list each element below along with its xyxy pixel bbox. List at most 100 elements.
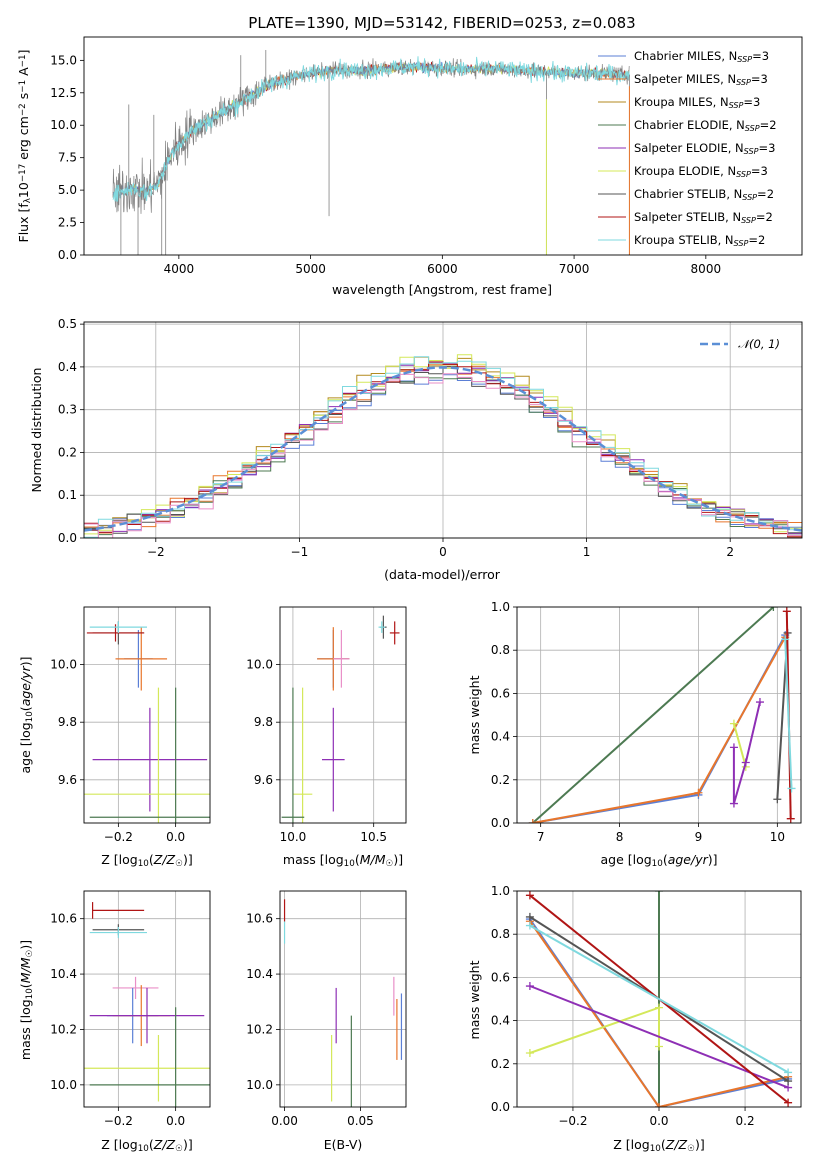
y-tick-label: 0.1	[58, 488, 77, 502]
chart-mass_vs_EBV: 0.00 0.05 10.0 10.2 10.4 10.6 E(B-V)	[246, 890, 407, 1152]
series-marker	[773, 795, 782, 804]
y-tick-label: 0.2	[491, 773, 510, 787]
x-tick-label: −0.2	[558, 1114, 587, 1128]
x-axis-label: Z [log10(Z/Z☉)]	[613, 1137, 704, 1154]
y-tick-label: 0.6	[491, 970, 510, 984]
y-tick-label: 0.2	[491, 1057, 510, 1071]
y-axis-label: mass weight	[467, 960, 482, 1039]
series-marker	[729, 743, 738, 752]
series-line	[529, 920, 789, 1107]
x-tick-label: −2	[147, 545, 165, 559]
chart-age_vs_Z: −0.2 0.0 9.6 9.8 10.0 Z [log10(Z/Z☉)] age [log…	[18, 606, 211, 869]
plot-area	[84, 902, 210, 1107]
plot-area	[525, 891, 793, 1107]
chart-age_vs_mass: 10.0 10.5 9.6 9.8 10.0 mass [log10(M/M☉)]	[246, 606, 407, 869]
x-tick-label: 5000	[295, 262, 326, 276]
histogram-step	[84, 366, 802, 534]
y-axis-label: Flux [fλ10−17 erg cm−2 s−1 A−1]	[16, 50, 33, 243]
x-tick-label: −1	[291, 545, 309, 559]
axes-frame	[83, 36, 803, 256]
series-marker	[786, 814, 795, 823]
axes-frame	[279, 890, 407, 1108]
legend-entry: Kroupa ELODIE, NSSP=3	[634, 164, 768, 179]
y-tick-label: 0.5	[58, 317, 77, 331]
series-line	[732, 701, 761, 804]
series-marker	[528, 819, 537, 823]
axes-frame	[83, 321, 803, 539]
y-tick-label: 9.6	[254, 773, 273, 787]
series-marker	[525, 912, 534, 921]
series-marker	[655, 891, 663, 895]
x-tick-label: 8000	[691, 262, 722, 276]
series-marker	[782, 607, 791, 616]
x-tick-label: 0.2	[736, 1114, 755, 1128]
plot-area	[112, 49, 630, 255]
y-tick-label: 10.6	[246, 912, 273, 926]
series-line	[532, 607, 775, 823]
x-tick-label: 7000	[559, 262, 590, 276]
legend-entry: Chabrier MILES, NSSP=3	[634, 49, 769, 64]
y-tick-label: 1.0	[491, 600, 510, 614]
series-marker	[694, 788, 703, 797]
chart-spectrum: 4000 5000 6000 7000 8000 0.0 2.5 5.0 7.5 10.0 12.5…	[16, 14, 803, 297]
series-line	[532, 636, 787, 823]
legend-entry: 𝒩(0, 1)	[738, 337, 780, 351]
series-marker	[655, 1103, 663, 1107]
y-tick-label: 10.0	[50, 1078, 77, 1092]
x-tick-label: 6000	[427, 262, 458, 276]
y-tick-label: 0.4	[491, 730, 510, 744]
x-tick-label: 4000	[164, 262, 195, 276]
x-tick-label: 0.0	[166, 1114, 185, 1128]
series-line	[784, 639, 793, 789]
series-marker	[525, 1049, 534, 1057]
series-marker	[525, 891, 534, 900]
chart-residuals: −2 −1 0 1 2 0.0 0.1 0.2 0.3 0.4 0.5 𝒩(0, 1) (data-mo…	[29, 317, 803, 582]
series-line	[529, 985, 789, 1089]
x-tick-label: −0.2	[104, 1114, 133, 1128]
y-tick-label: 2.5	[58, 216, 77, 230]
y-tick-label: 10.0	[50, 118, 77, 132]
plot-area	[84, 354, 802, 538]
y-tick-label: 12.5	[50, 86, 77, 100]
y-tick-label: 10.0	[246, 658, 273, 672]
x-tick-label: 10.0	[280, 830, 307, 844]
y-tick-label: 10.2	[246, 1022, 273, 1036]
axes-frame	[83, 606, 211, 824]
y-tick-label: 0.6	[491, 686, 510, 700]
x-axis-label: Z [log10(Z/Z☉)]	[101, 852, 192, 869]
y-tick-label: 10.0	[50, 658, 77, 672]
legend-entry: Chabrier STELIB, NSSP=2	[634, 187, 774, 202]
x-axis-label: (data-model)/error	[384, 567, 501, 582]
plot-area	[283, 899, 403, 1107]
x-tick-label: 7	[537, 830, 545, 844]
axes-frame	[516, 606, 802, 824]
y-axis-label: age [log10(age/yr)]	[18, 656, 35, 773]
series-line	[532, 634, 787, 823]
series-marker	[784, 1077, 793, 1086]
y-axis-label: Normed distribution	[29, 368, 44, 493]
y-tick-label: 0.4	[491, 1014, 510, 1028]
series-marker	[525, 921, 534, 930]
x-tick-label: −0.2	[104, 830, 133, 844]
y-tick-label: 0.4	[58, 360, 77, 374]
x-axis-label: age [log10(age/yr)]	[600, 852, 717, 869]
chart-title: PLATE=1390, MJD=53142, FIBERID=0253, z=0…	[248, 14, 635, 32]
x-axis-label: wavelength [Angstrom, rest frame]	[332, 282, 552, 297]
y-tick-label: 9.8	[254, 715, 273, 729]
y-tick-label: 10.0	[246, 1078, 273, 1092]
x-axis-label: Z [log10(Z/Z☉)]	[101, 1137, 192, 1154]
series-marker	[525, 982, 534, 991]
series-marker	[729, 719, 738, 728]
series-marker	[729, 799, 738, 808]
y-tick-label: 0.0	[58, 248, 77, 262]
series-marker	[787, 784, 796, 793]
y-tick-label: 0.8	[491, 927, 510, 941]
y-axis-label: mass weight	[467, 675, 482, 754]
y-tick-label: 10.2	[50, 1022, 77, 1036]
x-tick-label: 0	[439, 545, 447, 559]
x-tick-label: 8	[616, 830, 624, 844]
x-axis-label: E(B-V)	[324, 1137, 363, 1152]
y-tick-label: 15.0	[50, 53, 77, 67]
chart-mw_vs_Z: −0.2 0.0 0.2 0.0 0.2 0.4 0.6 0.8 1.0 Z [log10(Z/Z…	[467, 884, 802, 1154]
